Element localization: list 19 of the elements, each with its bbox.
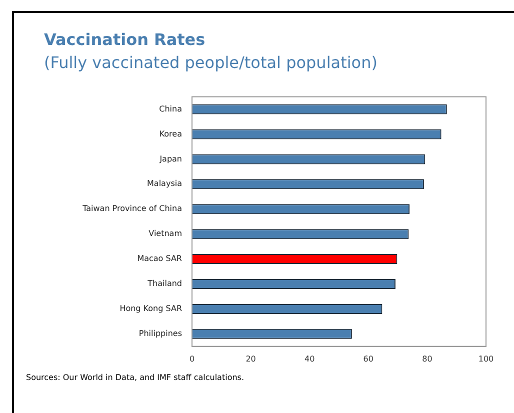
y-tick-label: Japan — [158, 154, 182, 164]
y-tick-label: China — [159, 104, 182, 114]
y-tick-label: Thailand — [146, 279, 182, 288]
chart-subtitle: (Fully vaccinated people/total population) — [44, 53, 378, 72]
x-tick-label: 40 — [304, 354, 315, 364]
chart-title: Vaccination Rates — [44, 30, 206, 49]
y-tick-label: Philippines — [138, 329, 182, 338]
x-tick-label: 80 — [422, 354, 432, 364]
y-tick-label: Vietnam — [148, 229, 182, 238]
x-tick-label: 20 — [246, 354, 256, 364]
y-tick-label: Malaysia — [147, 179, 182, 188]
y-tick-label: Korea — [159, 129, 182, 138]
source-note: Sources: Our World in Data, and IMF staff calculations. — [26, 373, 244, 382]
y-tick-label: Hong Kong SAR — [120, 304, 182, 314]
y-tick-label: Taiwan Province of China — [82, 204, 182, 214]
x-tick-label: 100 — [478, 354, 494, 364]
x-tick-label: 60 — [363, 354, 374, 364]
x-tick-label: 0 — [189, 354, 195, 364]
y-tick-label: Macao SAR — [137, 254, 182, 264]
